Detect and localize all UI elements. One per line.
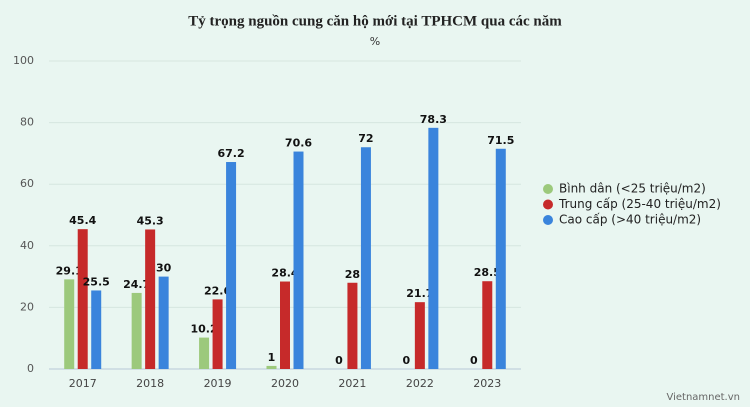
x-tick-label: 2022 [406,377,434,390]
data-label: 10.2 [191,323,218,336]
data-label: 67.2 [218,147,245,160]
data-label: 24.7 [123,278,150,291]
chart-subtitle: % [370,35,380,48]
bar [266,365,277,369]
chart-title: Tỷ trọng nguồn cung căn hộ mới tại TPHCM… [188,13,562,29]
data-label: 22.6 [204,284,231,297]
data-label: 28.5 [474,266,501,279]
x-tick-label: 2019 [204,377,232,390]
y-tick-label: 20 [20,300,34,313]
bar [226,162,237,369]
legend-label: Trung cấp (25-40 triệu/m2) [558,197,721,211]
bar [91,290,102,369]
y-tick-label: 40 [20,239,34,252]
legend-label: Cao cấp (>40 triệu/m2) [559,213,701,227]
y-tick-label: 0 [27,362,34,375]
data-label: 1 [268,351,276,364]
data-label: 45.4 [69,214,96,227]
data-label: 28 [345,268,360,281]
bar [293,151,304,369]
data-label: 30 [156,262,172,275]
data-label: 0 [335,354,343,367]
data-label: 25.5 [83,275,110,288]
bar [428,127,439,369]
data-label: 45.3 [137,214,164,227]
credit: Vietnamnet.vn [666,392,740,403]
legend-marker [543,215,553,225]
legend-label: Bình dân (<25 triệu/m2) [559,182,706,196]
bar [495,148,506,369]
x-tick-label: 2023 [473,377,501,390]
legend-marker [543,184,553,194]
bar [199,337,210,369]
y-tick-label: 60 [20,177,34,190]
data-label: 70.6 [285,137,312,150]
data-label: 0 [403,354,411,367]
bar [158,276,169,369]
x-tick-label: 2017 [69,377,97,390]
bar [280,281,290,369]
data-label: 72 [358,132,373,145]
bar [77,229,88,369]
bar [64,279,75,369]
y-tick-label: 100 [13,54,34,67]
x-tick-label: 2020 [271,377,299,390]
bar [347,282,358,369]
bar [482,281,493,369]
data-label: 78.3 [420,113,447,126]
bar [414,302,425,369]
bar [145,229,156,369]
data-label: 29.1 [56,264,83,277]
bar [212,299,223,369]
y-tick-label: 80 [20,116,34,129]
data-label: 71.5 [487,134,514,147]
bar [360,147,371,369]
data-label: 0 [470,354,478,367]
data-label: 28.4 [271,267,298,280]
x-tick-label: 2021 [338,377,366,390]
data-label: 21.7 [406,287,433,300]
bar [131,292,142,369]
x-tick-label: 2018 [136,377,164,390]
legend-marker [543,199,553,210]
